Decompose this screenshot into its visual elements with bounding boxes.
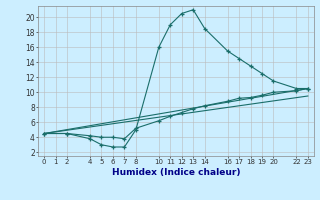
X-axis label: Humidex (Indice chaleur): Humidex (Indice chaleur) xyxy=(112,168,240,177)
